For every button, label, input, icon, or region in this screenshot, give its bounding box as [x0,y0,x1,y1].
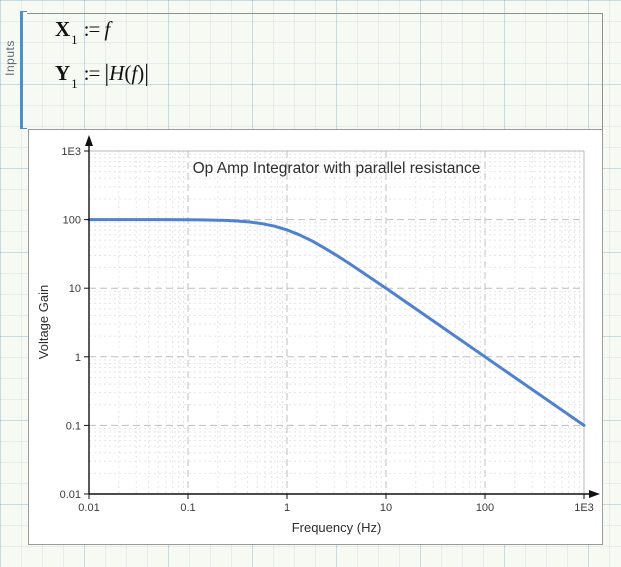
x-tick-label: 10 [380,502,392,514]
math-expr-f: f [104,17,111,41]
y-axis-label: Voltage Gain [36,284,51,360]
assignment-operator: := [83,61,101,85]
math-fn-h: H [109,61,125,85]
chart-region[interactable]: 0.01 0.1 1 10 100 1E3 1E3 100 10 1 0.1 0.01 Op Amp … [28,129,603,545]
assignment-operator: := [83,17,101,41]
math-subscript: 1 [71,32,78,47]
x-tick-label: 100 [476,502,494,514]
chart-svg: 0.01 0.1 1 10 100 1E3 1E3 100 10 1 0.1 0.01 [60,135,600,514]
x-tick-label: 1 [284,502,290,514]
area-border-top [27,13,603,14]
x-axis-arrow [589,490,600,498]
chart-title: Op Amp Integrator with parallel resistan… [192,160,481,177]
abs-bar-right: | [144,61,149,87]
y-tick-label: 100 [63,215,81,227]
math-subscript: 1 [71,76,78,91]
y-tick-label: 0.1 [66,420,81,432]
y-tick-label: 1 [75,352,81,364]
paren-right: ) [137,61,145,85]
math-var-x: X [55,17,71,41]
data-series-curve [87,218,586,427]
math-arg-f: f [131,61,138,85]
area-label[interactable]: Inputs [3,40,17,76]
math-region-y1[interactable]: Y1:= |H(f)| [55,60,149,91]
x-tick-label: 0.01 [78,502,99,514]
y-tick-label: 0.01 [60,489,81,501]
y-tick-label: 1E3 [61,146,81,158]
math-var-y: Y [55,61,71,85]
y-tick-label: 10 [69,283,81,295]
x-axis-label: Frequency (Hz) [291,520,382,535]
area-collapse-bracket[interactable] [20,11,27,129]
x-tick-label: 1E3 [574,502,594,514]
abs-bar-left: | [104,61,110,87]
y-axis-arrow [85,135,93,146]
math-region-x1[interactable]: X1 := f [55,17,111,47]
paren-left: ( [124,61,132,85]
x-tick-label: 0.1 [180,502,195,514]
